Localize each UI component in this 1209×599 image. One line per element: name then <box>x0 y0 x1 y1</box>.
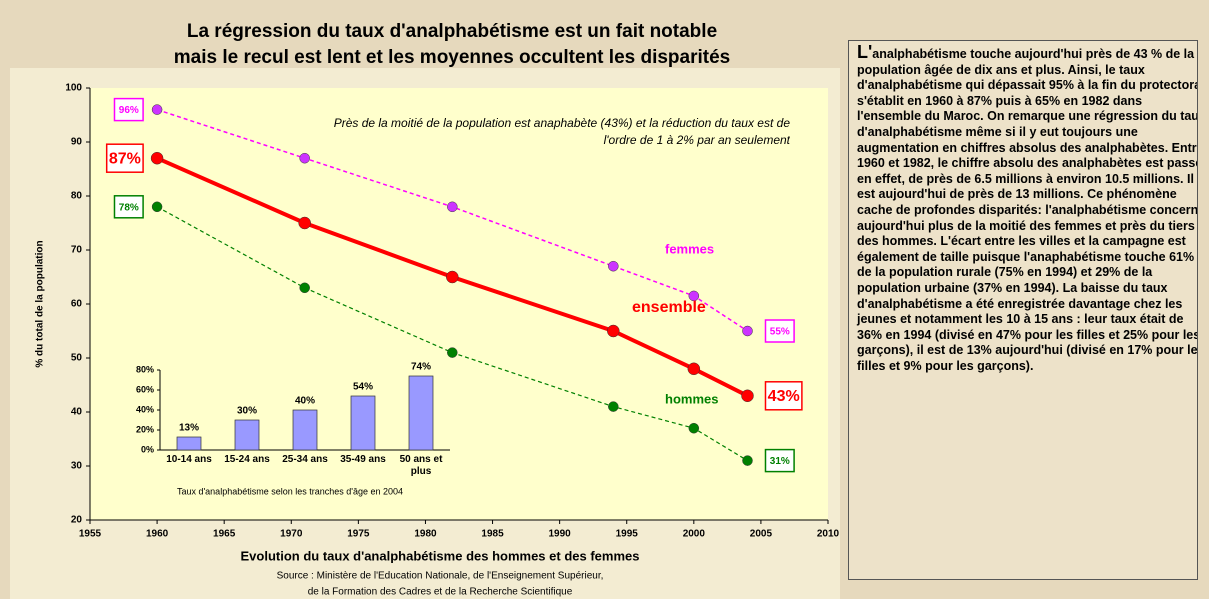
data-point <box>608 401 619 412</box>
bar-value-label: 30% <box>237 406 257 417</box>
inset-y-tick-label: 80% <box>136 364 154 374</box>
value-label: 96% <box>119 105 139 116</box>
x-tick-label: 1985 <box>481 529 504 540</box>
data-point <box>741 389 754 403</box>
series-label: ensemble <box>632 299 706 316</box>
x-tick-label: 1995 <box>616 529 639 540</box>
paragraph: L'analphabétisme touche aujourd'hui près… <box>857 42 1198 373</box>
data-point <box>151 104 163 115</box>
inset-x-tick: 35-49 ans <box>340 454 386 465</box>
inset-y-tick-label: 60% <box>136 384 154 394</box>
y-tick-label: 20 <box>71 515 83 526</box>
bar <box>176 436 202 451</box>
data-point <box>687 362 701 376</box>
data-point <box>299 152 310 164</box>
data-point <box>151 201 163 213</box>
series-label: femmes <box>665 241 714 256</box>
bar <box>292 409 318 451</box>
inset-x-tick: 50 ans et plus <box>399 454 443 477</box>
x-tick-label: 2000 <box>683 529 706 540</box>
inset-x-tick-label: 25-34 ans <box>282 454 328 465</box>
inset-x-tick-label: 10-14 ans <box>166 454 212 465</box>
inset-x-tick-label: 50 ans et plus <box>399 454 443 477</box>
x-axis-label: Evolution du taux d'analphabétisme des h… <box>241 548 640 563</box>
value-label-box <box>764 448 795 473</box>
x-tick-label: 2010 <box>817 529 840 540</box>
y-tick-label: 50 <box>71 353 83 364</box>
bar <box>234 419 260 451</box>
chart: La régression du taux d'analphabétisme e… <box>10 21 840 599</box>
series-line <box>156 206 748 462</box>
data-point <box>299 282 310 294</box>
inset-x-tick-label: 15-24 ans <box>224 454 270 465</box>
data-point <box>608 260 619 272</box>
inset-x-tick-label: 35-49 ans <box>340 454 386 465</box>
series-line <box>156 108 748 332</box>
value-label-box <box>764 319 795 343</box>
inset-x-tick: 15-24 ans <box>224 454 270 465</box>
x-tick-label: 1955 <box>79 529 102 540</box>
data-point <box>742 455 753 466</box>
data-point <box>447 347 458 358</box>
value-label-box <box>105 143 144 173</box>
inset-x-tick: 25-34 ans <box>282 454 328 465</box>
value-label-box <box>764 381 803 411</box>
x-tick-label: 1980 <box>414 529 437 540</box>
inset-y-tick-label: 0% <box>141 444 154 454</box>
value-label-box <box>113 195 144 219</box>
bar-value-label: 13% <box>179 423 199 434</box>
source: Source : Ministère de l'Education Nation… <box>277 571 604 582</box>
inset-x-tick: 10-14 ans <box>166 454 212 465</box>
value-label-box <box>113 97 144 122</box>
x-tick-label: 1965 <box>213 529 236 540</box>
data-point <box>688 290 700 302</box>
y-axis-label: % du total de la population <box>35 240 46 367</box>
inset-y-tick-label: 20% <box>136 424 154 434</box>
chart-title: mais le recul est lent et les moyennes o… <box>174 47 731 68</box>
y-tick-label: 90 <box>71 137 83 148</box>
x-tick-label: 1970 <box>280 529 303 540</box>
bar-value-label: 54% <box>353 382 373 393</box>
data-point <box>150 151 164 165</box>
data-point <box>298 216 311 230</box>
bar-value-label: 74% <box>411 362 431 373</box>
value-label: 55% <box>770 327 790 338</box>
annotation: Près de la moitié de la population est a… <box>333 116 790 147</box>
data-point <box>688 422 700 434</box>
data-point <box>742 325 753 337</box>
source: de la Formation des Cadres et de la Rech… <box>308 587 573 598</box>
y-tick-label: 70 <box>71 245 83 256</box>
bar-value-label: 40% <box>295 396 315 407</box>
value-label: 31% <box>770 456 790 467</box>
series-line <box>156 156 749 398</box>
data-point <box>607 324 620 338</box>
value-label: 78% <box>119 202 139 213</box>
inset-caption: Taux d'analphabétisme selon les tranches… <box>177 486 403 496</box>
value-label: 43% <box>768 388 800 405</box>
y-tick-label: 100 <box>65 83 82 94</box>
y-tick-label: 30 <box>71 461 83 472</box>
bar <box>350 395 376 451</box>
chart-title: La régression du taux d'analphabétisme e… <box>187 21 717 42</box>
series-label: hommes <box>665 391 718 406</box>
x-tick-label: 2005 <box>750 529 773 540</box>
bar <box>408 375 434 451</box>
data-point <box>447 201 458 213</box>
text-panel: L'analphabétisme touche aujourd'hui près… <box>848 40 1198 580</box>
data-point <box>446 270 459 284</box>
inset-y-tick-label: 40% <box>136 404 154 414</box>
y-tick-label: 60 <box>71 299 83 310</box>
y-tick-label: 80 <box>71 191 83 202</box>
y-tick-label: 40 <box>71 407 83 418</box>
annotation-box: Près de la moitié de la population est a… <box>333 116 790 147</box>
x-tick-label: 1975 <box>347 529 370 540</box>
x-tick-label: 1990 <box>549 529 572 540</box>
x-tick-label: 1960 <box>146 529 169 540</box>
value-label: 87% <box>109 150 141 167</box>
